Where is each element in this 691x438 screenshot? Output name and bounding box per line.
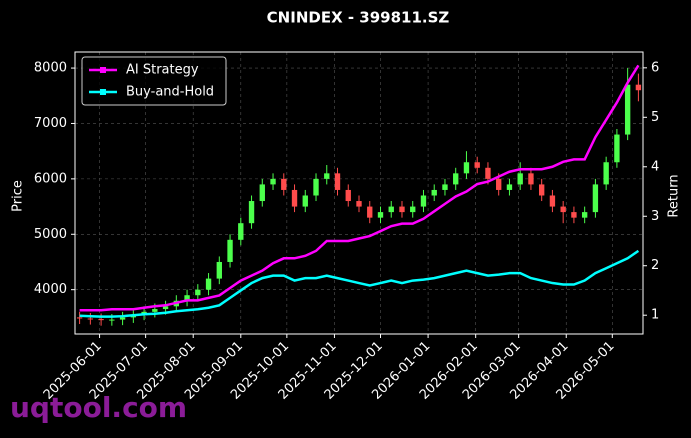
y-tick-label: 6000 [34, 171, 67, 186]
candle-body [227, 239, 233, 262]
candle-body [506, 184, 513, 190]
candle-body [119, 317, 126, 320]
candle-body [281, 178, 287, 190]
candle-body [399, 206, 405, 213]
candle-body [539, 184, 545, 196]
candle-body [485, 167, 491, 179]
legend-label: AI Strategy [126, 63, 199, 78]
candle-body [270, 178, 276, 185]
candle-body [496, 178, 502, 190]
candle-body [162, 306, 169, 310]
candle-body [205, 278, 212, 290]
candle-body [324, 173, 330, 179]
y-tick-label: 8000 [34, 61, 67, 76]
candle-body [453, 173, 459, 185]
y2-tick-label: 4 [651, 159, 659, 174]
return-line [79, 249, 640, 318]
candle-body [248, 201, 255, 224]
candle-body [614, 134, 620, 163]
y2-axis-label: Return [667, 174, 682, 217]
candle-body [388, 206, 394, 213]
candle-body [549, 195, 556, 207]
legend-marker [100, 89, 106, 95]
candle-body [259, 184, 265, 202]
candle-body [184, 295, 190, 301]
candle-body [291, 189, 298, 207]
candle-body [313, 178, 319, 196]
candle-body [528, 173, 534, 185]
y2-tick-label: 3 [651, 209, 659, 224]
candle-body [345, 189, 351, 202]
watermark: uqtool.com [10, 391, 187, 424]
legend-marker [100, 67, 106, 73]
candle-body [581, 212, 588, 218]
candle-body [420, 195, 427, 207]
candle-body [410, 206, 416, 213]
candle-body [302, 195, 308, 207]
y2-tick-label: 2 [651, 258, 659, 273]
candle-body [76, 317, 83, 319]
candle-body [356, 201, 362, 207]
candle-body [571, 212, 577, 218]
return-line [79, 64, 640, 312]
y2-tick-label: 5 [651, 110, 659, 125]
candle-body [238, 223, 244, 240]
y-axis-label: Price [11, 180, 26, 212]
candle-body [367, 206, 373, 218]
chart-title: CNINDEX - 399811.SZ [267, 9, 450, 27]
candle-body [152, 309, 158, 312]
candle-body [377, 212, 384, 218]
candle-body [109, 319, 115, 321]
candle-body [635, 84, 642, 91]
candle-body [442, 184, 448, 190]
candle-body [624, 84, 631, 135]
candle-body [98, 319, 104, 321]
y-tick-label: 4000 [34, 282, 67, 297]
y-tick-label: 5000 [34, 227, 67, 242]
y2-tick-label: 6 [651, 60, 659, 75]
y2-tick-label: 1 [651, 308, 659, 323]
legend-label: Buy-and-Hold [126, 85, 214, 100]
candle-body [603, 162, 609, 185]
candle-body [216, 261, 222, 279]
candle-body [195, 289, 201, 296]
legend-box [81, 56, 227, 106]
candle-body [474, 162, 480, 168]
candle-body [463, 162, 470, 174]
candle-body [592, 184, 599, 213]
candle-body [334, 173, 341, 190]
candle-body [431, 189, 437, 196]
candle-body [560, 206, 566, 213]
plot-frame [74, 51, 644, 335]
candle-body [517, 173, 523, 185]
y-tick-label: 7000 [34, 116, 67, 131]
candle-body [87, 318, 94, 320]
